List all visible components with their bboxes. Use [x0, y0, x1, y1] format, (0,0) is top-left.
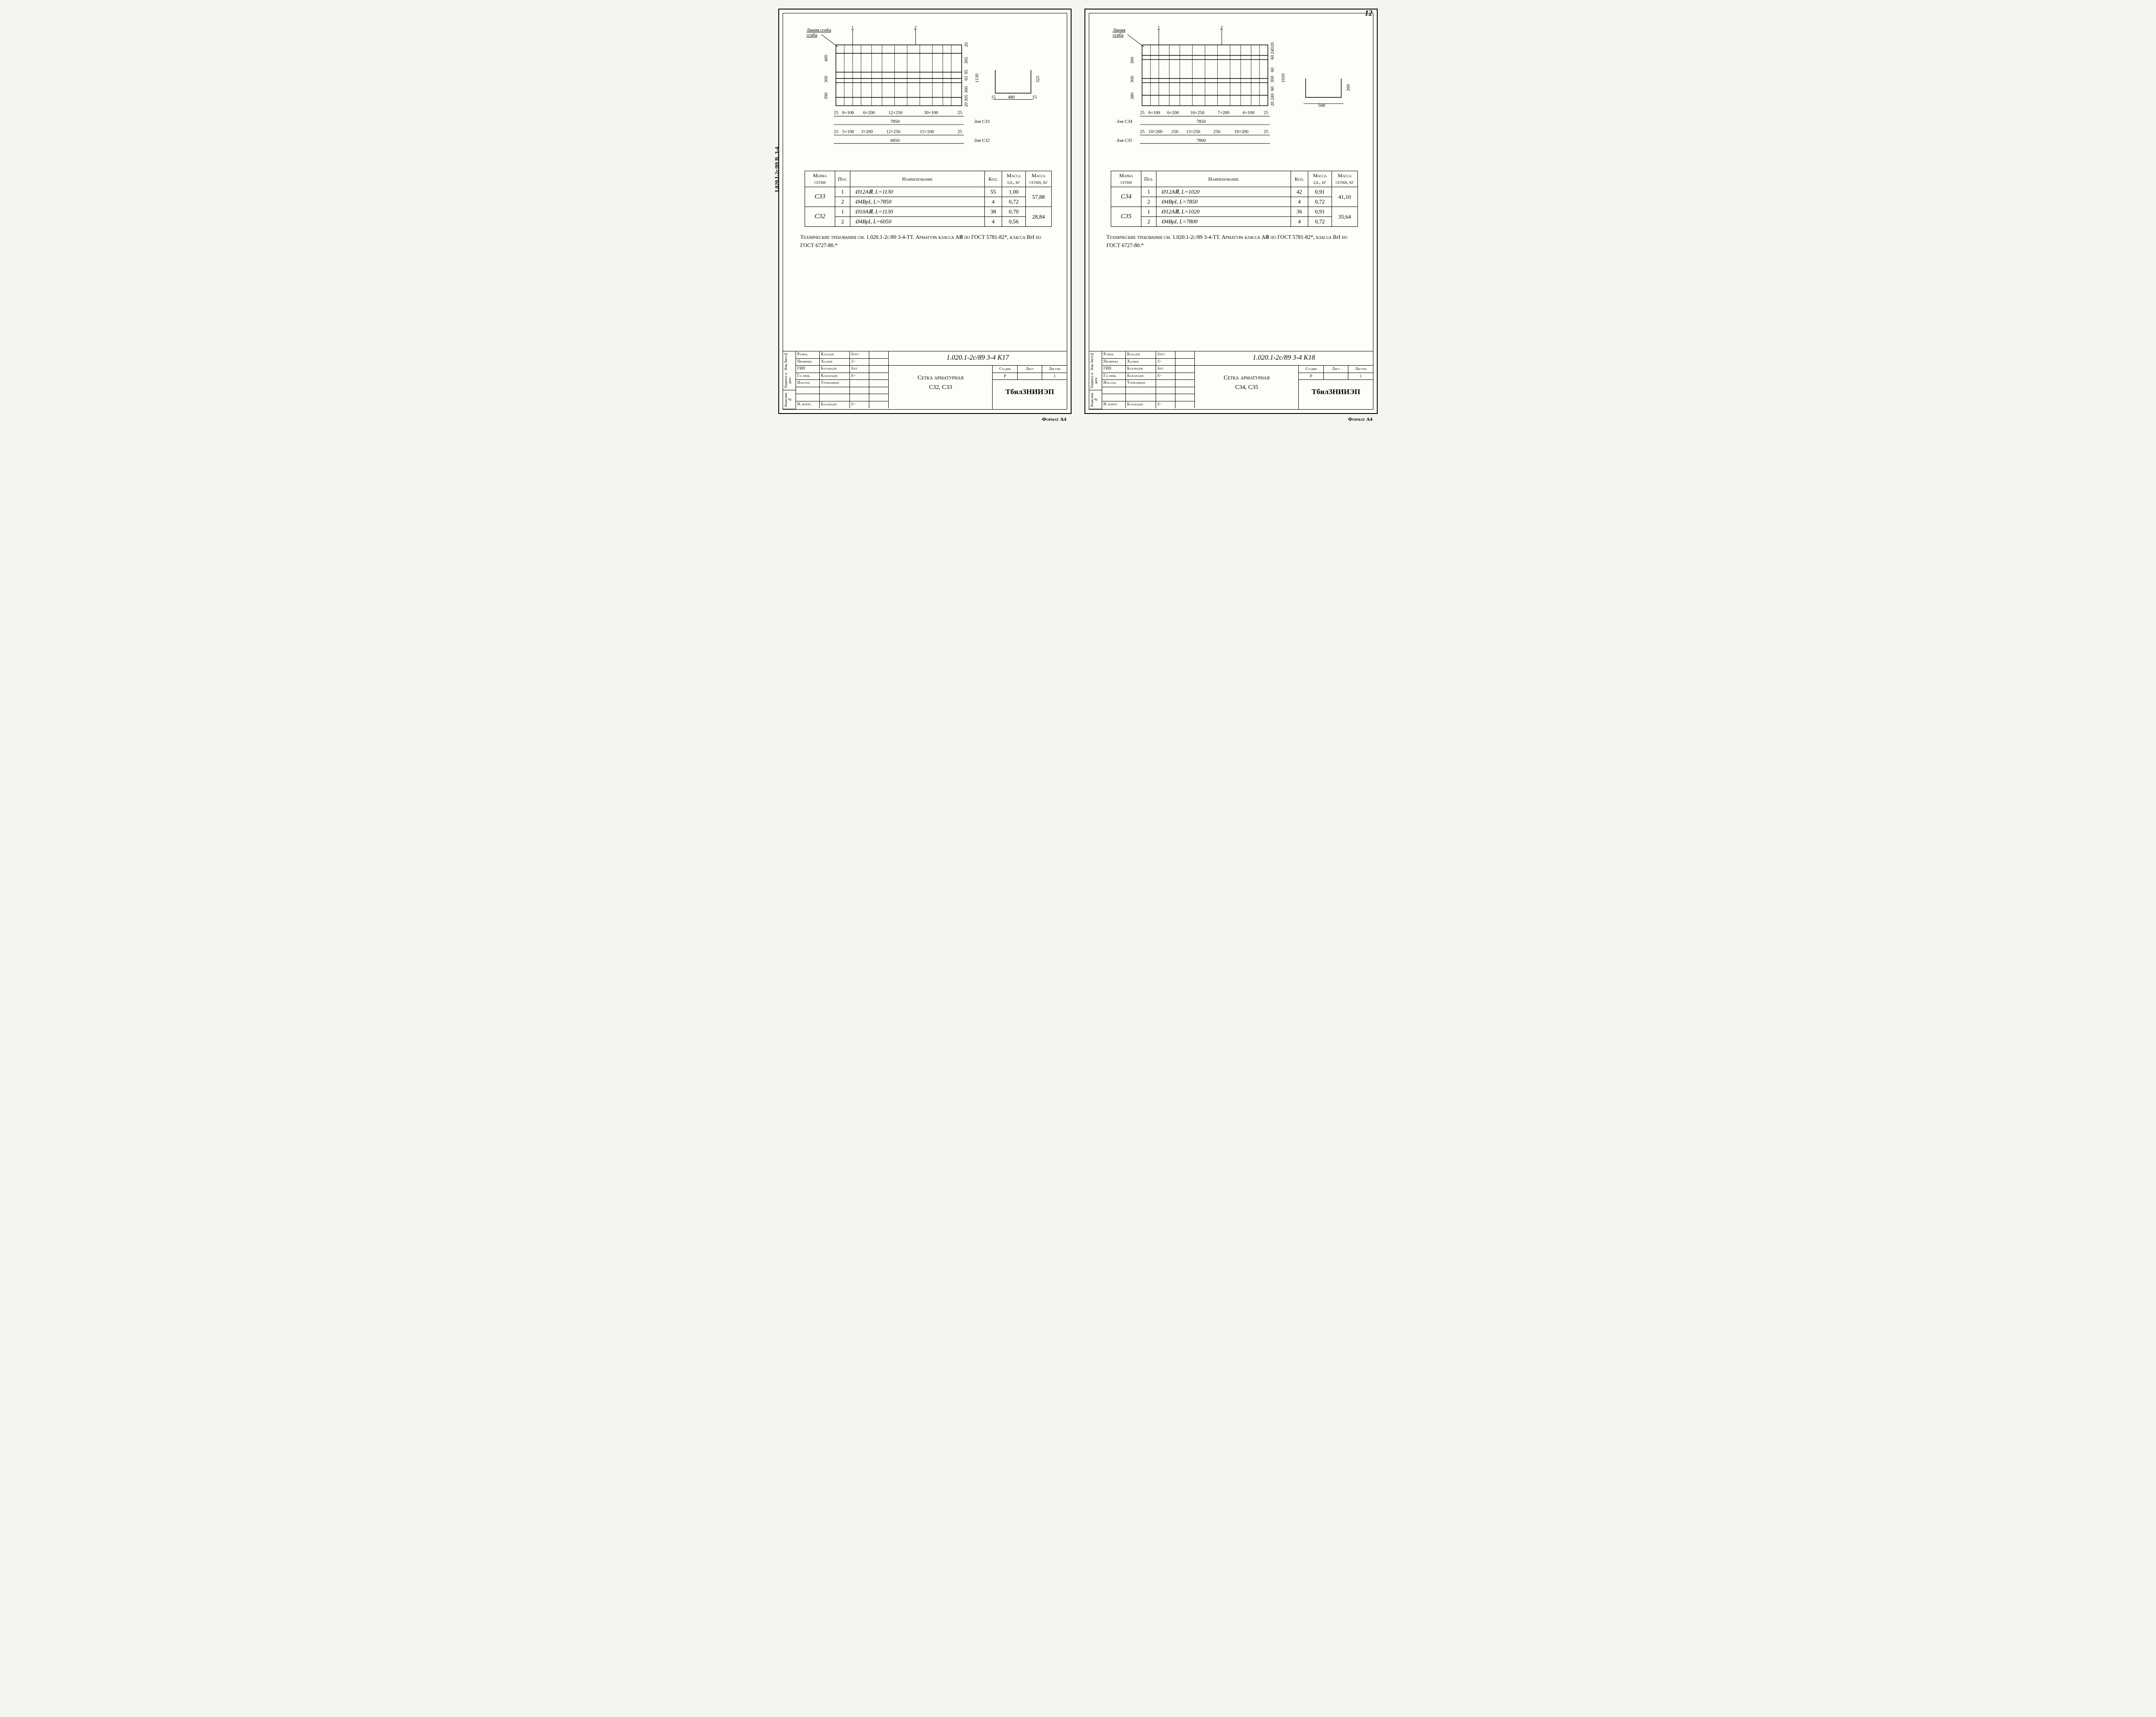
svg-text:25: 25 — [958, 129, 962, 134]
svg-text:для С32: для С32 — [974, 138, 990, 143]
drawing-code: 1.020.1-2с/89 3-4 К17 — [889, 351, 1067, 366]
notes-right: Технические требования см. 1.020.1-2с/89… — [1106, 233, 1362, 250]
svg-text:300: 300 — [1130, 76, 1135, 83]
svg-text:15: 15 — [1032, 95, 1037, 100]
svg-text:25: 25 — [958, 110, 962, 116]
svg-text:1: 1 — [852, 25, 854, 30]
svg-text:13×250: 13×250 — [1186, 129, 1200, 134]
svg-text:20: 20 — [964, 42, 969, 47]
svg-text:400: 400 — [824, 55, 829, 62]
svg-text:6×100: 6×100 — [842, 110, 854, 116]
svg-text:25: 25 — [1140, 110, 1145, 116]
svg-text:1020: 1020 — [1281, 73, 1286, 82]
spec-table-left: Марка сетки Поз. Наименование Кол. Масса… — [805, 171, 1052, 227]
svg-text:380: 380 — [1130, 93, 1135, 100]
svg-text:7850: 7850 — [1197, 119, 1206, 124]
svg-text:12×250: 12×250 — [886, 129, 900, 134]
svg-text:3×200: 3×200 — [861, 129, 873, 134]
svg-text:7850: 7850 — [890, 119, 899, 124]
svg-text:95: 95 — [964, 70, 969, 75]
organization: ТбилЗНИИЭП — [993, 380, 1067, 409]
svg-text:для С34: для С34 — [1117, 119, 1132, 124]
svg-text:12×250: 12×250 — [888, 110, 903, 116]
svg-text:60: 60 — [1270, 86, 1275, 91]
svg-text:260: 260 — [1346, 84, 1351, 91]
sheet-left: I.020.I-2с/89 В. 3-4 Линия сгиба сгиба 1… — [778, 9, 1072, 414]
svg-text:6×200: 6×200 — [863, 110, 875, 116]
sheet-right: 1 2 Линия сгиба 1 2 — [1084, 9, 1378, 414]
svg-text:7800: 7800 — [1197, 138, 1206, 143]
fold-label: Линия сгиба — [806, 28, 831, 33]
svg-text:15: 15 — [991, 95, 996, 100]
svg-text:25: 25 — [1140, 129, 1145, 134]
svg-text:10×200: 10×200 — [1235, 129, 1249, 134]
svg-text:65: 65 — [964, 76, 969, 81]
svg-text:20: 20 — [1270, 42, 1275, 47]
signatures: Разраб.КахадзеКач~ ПроверилХасиевХ~ ГИПБ… — [796, 351, 889, 409]
svg-text:25: 25 — [834, 129, 839, 134]
svg-text:1: 1 — [1158, 25, 1160, 30]
frame: Линия сгиба сгиба 1 2 — [783, 13, 1067, 410]
svg-text:305: 305 — [964, 94, 969, 101]
svg-text:300: 300 — [964, 86, 969, 93]
svg-text:Линия: Линия — [1112, 28, 1125, 33]
svg-text:6×100: 6×100 — [1148, 110, 1160, 116]
svg-text:250: 250 — [1172, 129, 1178, 134]
svg-text:1130: 1130 — [975, 74, 980, 83]
svg-text:250: 250 — [1213, 129, 1220, 134]
svg-text:6×100: 6×100 — [1243, 110, 1254, 116]
svg-text:60: 60 — [1270, 68, 1275, 72]
svg-text:25: 25 — [1264, 110, 1269, 116]
svg-text:60: 60 — [1270, 55, 1275, 60]
svg-text:325: 325 — [1035, 76, 1040, 83]
svg-text:300: 300 — [1270, 76, 1275, 83]
svg-text:480: 480 — [1008, 95, 1015, 100]
svg-text:10×200: 10×200 — [1148, 129, 1163, 134]
svg-text:300: 300 — [1130, 57, 1135, 64]
svg-text:16×250: 16×250 — [1190, 110, 1204, 116]
svg-text:для С33: для С33 — [974, 119, 990, 124]
svg-text:20: 20 — [964, 102, 969, 107]
svg-text:25: 25 — [1264, 129, 1269, 134]
svg-text:для С35: для С35 — [1117, 138, 1132, 143]
svg-text:сгиба: сгиба — [806, 33, 817, 38]
drawing-right: Линия сгиба 1 2 — [1104, 22, 1364, 164]
svg-text:300: 300 — [824, 76, 829, 83]
svg-text:сгиба: сгиба — [1112, 33, 1123, 38]
svg-text:30×100: 30×100 — [924, 110, 938, 116]
svg-text:15×100: 15×100 — [920, 129, 934, 134]
svg-text:7×200: 7×200 — [1218, 110, 1229, 116]
svg-text:5×100: 5×100 — [842, 129, 854, 134]
format-label: Формат A4 — [1042, 416, 1066, 423]
svg-text:2: 2 — [1220, 25, 1222, 30]
title-block-left: Изм.Лист№ Подпись и дата Взам.инв.№ Разр… — [783, 351, 1067, 409]
svg-text:6050: 6050 — [890, 138, 899, 143]
svg-text:500: 500 — [1318, 103, 1325, 108]
svg-text:390: 390 — [824, 93, 829, 100]
svg-text:240: 240 — [1270, 94, 1275, 100]
drawing-title: Сетка арматурная С32, С33 — [889, 366, 993, 409]
svg-text:240: 240 — [1270, 47, 1275, 54]
title-block-right: Изм.Лист№ Подпись и дата Взам.инв.№ Разр… — [1089, 351, 1373, 409]
svg-text:305: 305 — [964, 57, 969, 64]
notes-left: Технические требования см. 1.020.1-2с/89… — [800, 233, 1056, 250]
drawing-left: Линия сгиба сгиба 1 2 — [798, 22, 1058, 164]
svg-text:6×200: 6×200 — [1167, 110, 1179, 116]
spec-table-right: Марка сетки Поз. Наименование Кол. Масса… — [1111, 171, 1358, 227]
svg-text:25: 25 — [834, 110, 839, 116]
frame: Линия сгиба 1 2 — [1089, 13, 1373, 410]
svg-text:20: 20 — [1270, 101, 1275, 106]
svg-text:2: 2 — [914, 25, 916, 30]
side-label: I.020.I-2с/89 В. 3-4 — [774, 147, 780, 192]
